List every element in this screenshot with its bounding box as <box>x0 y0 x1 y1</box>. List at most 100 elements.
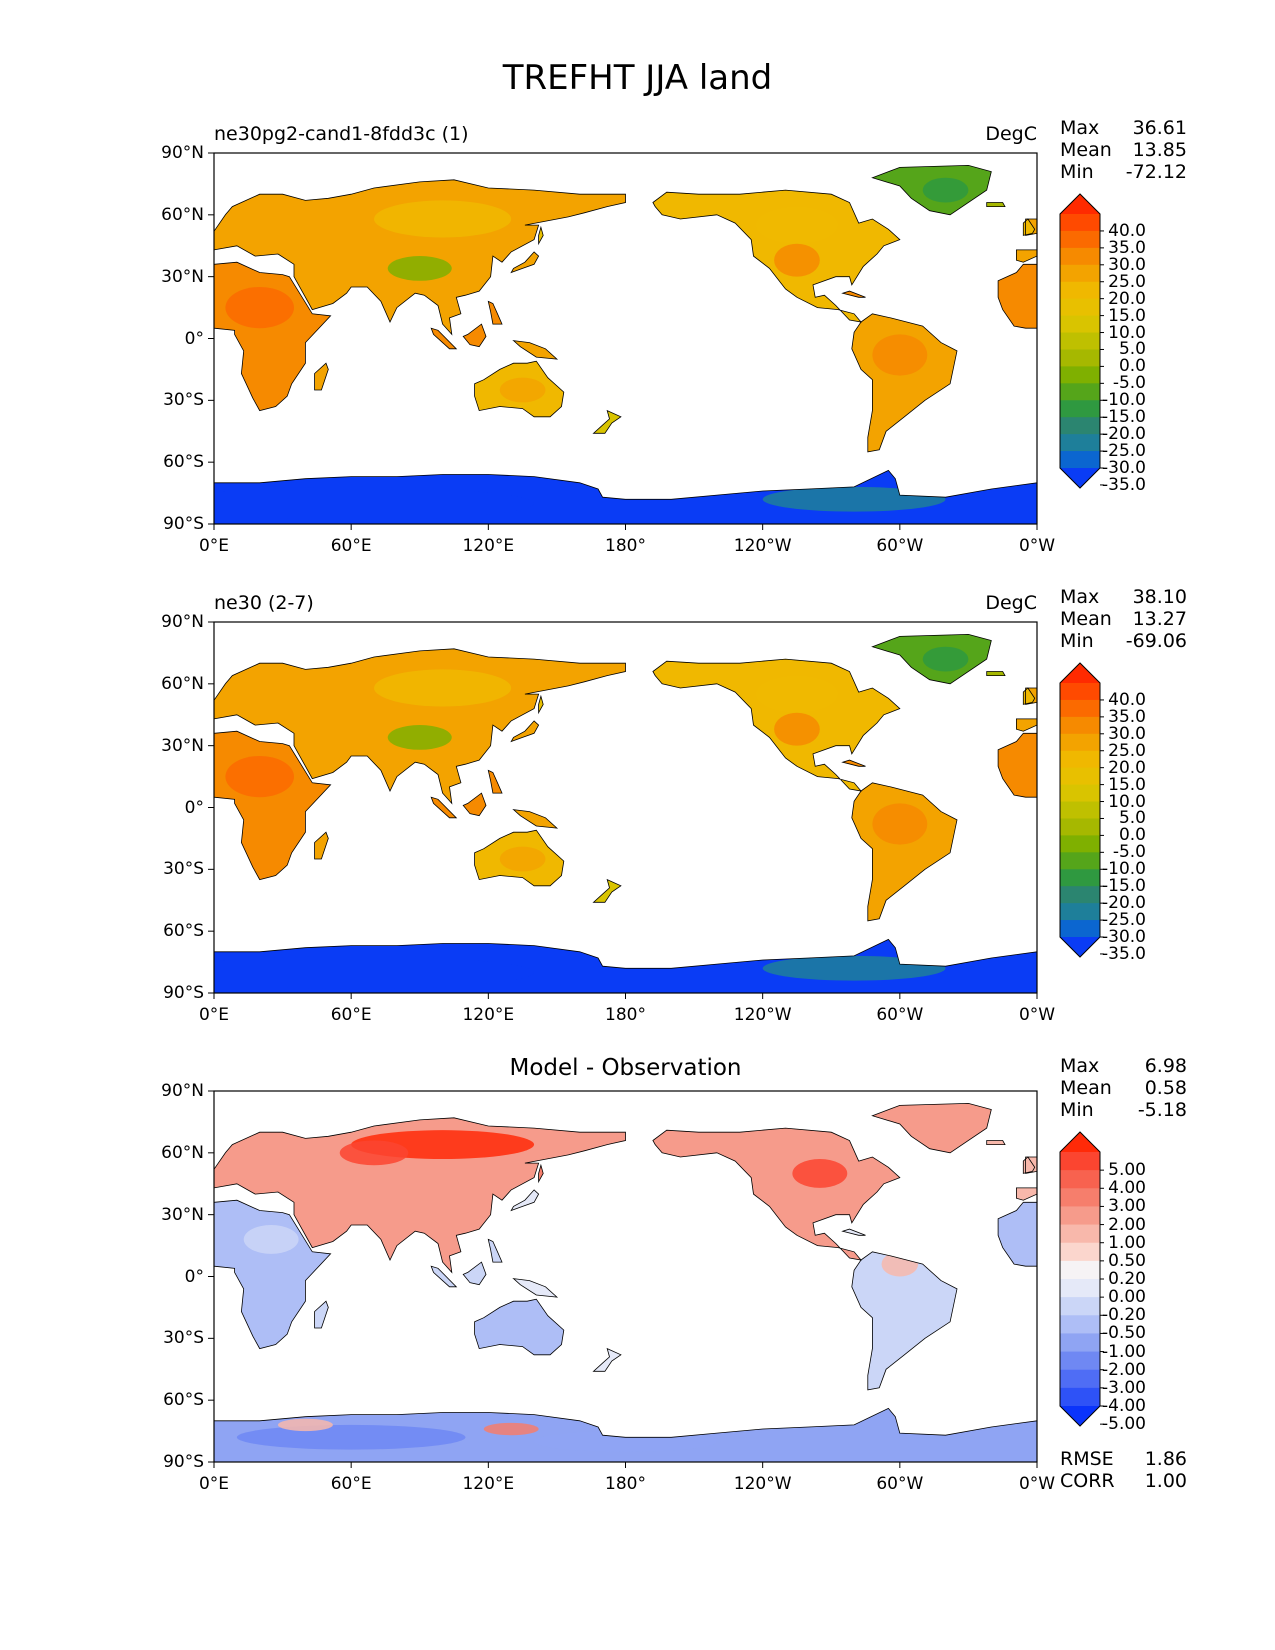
panel-center-title: Model - Observation <box>509 1055 742 1081</box>
colorbar-tick-label: -25.0 <box>1102 441 1146 462</box>
coastline-africaWest <box>997 1201 1037 1267</box>
colorbar-segment <box>1060 1297 1100 1316</box>
coastline-samerica <box>851 782 958 922</box>
colorbar-segment <box>1060 1387 1100 1407</box>
coastline-japan <box>510 251 540 274</box>
coastline-eurasia <box>214 1117 626 1274</box>
stat-value: 13.27 <box>1132 608 1187 630</box>
coastline-borneo <box>462 792 487 817</box>
coastline-sumatra <box>430 327 458 350</box>
colorbar-segment <box>1060 332 1100 350</box>
colorbar-tick-label: -20.0 <box>1102 424 1146 445</box>
stat-label: Mean <box>1060 1077 1112 1099</box>
stat-label: Min <box>1060 1099 1094 1121</box>
coastline-newguinea <box>512 809 559 829</box>
coastline-iceland <box>986 671 1006 676</box>
colorbar-segment <box>1060 852 1100 870</box>
lon-tick-label: 120°W <box>733 536 792 556</box>
colorbar-segment <box>1060 298 1100 317</box>
lat-tick-label: 0° <box>184 797 204 818</box>
land-sumatra <box>431 1266 457 1287</box>
coastline-antarctica <box>214 1407 1037 1462</box>
colorbar-tick-label: 15.0 <box>1108 305 1146 326</box>
coastline-sakhalin <box>538 225 544 246</box>
field-region <box>339 1140 409 1166</box>
colorbar-segment <box>1060 1260 1100 1280</box>
coastline-nz <box>592 1347 622 1372</box>
stat-label: Min <box>1060 630 1094 652</box>
field-region <box>236 1424 466 1450</box>
lon-tick-label: 60°W <box>876 1474 924 1494</box>
land-sumatra <box>431 328 457 349</box>
colorbar-extend-max <box>1060 1132 1100 1152</box>
colorbar <box>1059 193 1104 489</box>
land-madagascar <box>314 1301 329 1328</box>
coastline-sakhalin <box>538 694 544 715</box>
colorbar-tick-label: 30.0 <box>1108 723 1146 744</box>
lon-tick-label: 120°E <box>462 536 515 556</box>
land-greenland <box>872 1103 992 1153</box>
coastline-namerica <box>652 658 901 792</box>
lat-tick-label: 60°N <box>161 673 204 694</box>
land-samerica <box>851 1251 957 1390</box>
colorbar-tick-label: 40.0 <box>1108 220 1146 241</box>
colorbar-tick-label: 35.0 <box>1108 237 1146 258</box>
colorbar-tick-label: 30.0 <box>1108 254 1146 275</box>
coastline-cuba <box>841 1228 866 1236</box>
colorbar-tick-label: -30.0 <box>1102 458 1146 478</box>
colorbar-segment <box>1060 767 1100 786</box>
lon-tick-label: 120°W <box>733 1005 792 1025</box>
map-panel-difference <box>208 1090 1104 1468</box>
colorbar-segment <box>1060 1224 1100 1244</box>
coastline-iceland <box>986 1140 1006 1145</box>
panel-units: DegC <box>985 592 1037 614</box>
colorbar-segment <box>1060 434 1100 452</box>
colorbar-segment <box>1060 247 1100 266</box>
stat-value: 1.00 <box>1144 1470 1187 1492</box>
colorbar-segment <box>1060 1333 1100 1353</box>
coastline-africa <box>214 730 332 881</box>
map-panel-test <box>208 152 1104 530</box>
coastline-africaWest <box>997 263 1037 329</box>
colorbar-tick-label: 25.0 <box>1108 271 1146 292</box>
colorbar-segment <box>1060 1351 1100 1371</box>
colorbar-segment <box>1060 920 1100 938</box>
colorbar-tick-label: -4.00 <box>1102 1396 1146 1416</box>
coastline-britain <box>1022 1156 1036 1174</box>
coastline-namerica <box>652 1127 901 1261</box>
coastline-philippines <box>487 300 503 325</box>
colorbar-extend-min <box>1060 1406 1100 1426</box>
stat-value: 6.98 <box>1144 1055 1187 1077</box>
land-madagascar <box>314 832 329 859</box>
coastline-sumatra <box>430 796 458 819</box>
stat-label: CORR <box>1060 1470 1115 1492</box>
lat-tick-label: 30°S <box>163 390 204 411</box>
colorbar-tick-label: -35.0 <box>1102 943 1146 964</box>
panel-left-title: ne30pg2-cand1-8fdd3c (1) <box>214 123 469 145</box>
stat-value: -5.18 <box>1137 1099 1187 1121</box>
lat-tick-label: 30°N <box>161 266 204 287</box>
coastline-sakhalin <box>538 1163 544 1184</box>
land-britain <box>1023 1157 1035 1174</box>
colorbar-tick-label: -25.0 <box>1102 910 1146 931</box>
colorbar-tick-label: 4.00 <box>1108 1178 1146 1199</box>
land-philippines <box>488 770 502 794</box>
field-region <box>225 286 295 329</box>
field-region <box>922 646 969 672</box>
colorbar-segment <box>1060 903 1100 921</box>
field-region <box>483 1422 539 1436</box>
colorbar-segment <box>1060 750 1100 769</box>
colorbar-tick-label: 35.0 <box>1108 706 1146 727</box>
stat-value: 13.85 <box>1132 139 1187 161</box>
field-region <box>214 955 535 989</box>
map-panel-reference <box>208 621 1104 999</box>
colorbar-segment <box>1060 784 1100 803</box>
coastline-australia <box>474 1298 565 1356</box>
colorbar-segment <box>1060 699 1100 718</box>
lat-tick-label: 90°N <box>161 1081 204 1101</box>
colorbar-tick-label: -15.0 <box>1102 876 1146 897</box>
colorbar-segment <box>1060 1170 1100 1189</box>
lon-tick-label: 60°W <box>876 1005 924 1025</box>
colorbar-tick-label: 40.0 <box>1108 689 1146 710</box>
